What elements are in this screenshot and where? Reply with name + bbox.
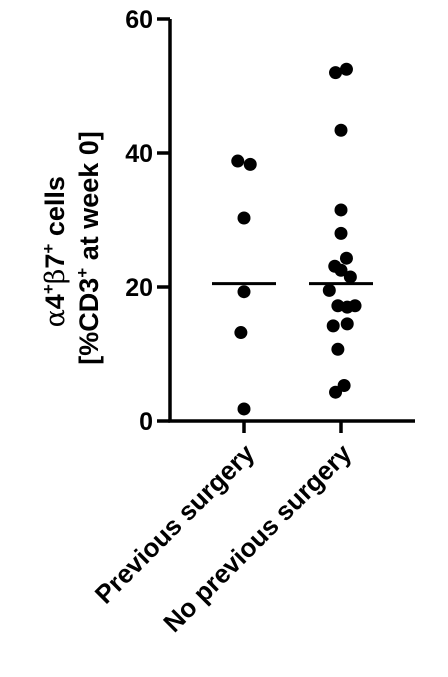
- y-axis-label-line2: [%CD3+ at week 0]: [73, 131, 104, 365]
- y-tick-label: 60: [125, 6, 153, 34]
- data-point: [329, 385, 343, 399]
- data-point: [339, 62, 353, 76]
- data-point: [334, 226, 348, 240]
- x-category-label: No previous surgery: [157, 438, 357, 638]
- y-tick-label: 20: [125, 274, 153, 302]
- data-point: [331, 342, 345, 356]
- data-point: [231, 154, 245, 168]
- y-tick-label: 40: [125, 140, 153, 168]
- data-point: [334, 203, 348, 217]
- data-point: [237, 211, 251, 225]
- y-tick-label: 0: [139, 408, 153, 436]
- data-point: [343, 270, 357, 284]
- axes: 0 20 40 60: [125, 6, 415, 436]
- data-point: [322, 283, 336, 297]
- data-points: [231, 62, 362, 416]
- data-point: [340, 317, 354, 331]
- data-point: [243, 157, 257, 171]
- data-point: [237, 402, 251, 416]
- data-point: [237, 285, 251, 299]
- data-point: [348, 299, 362, 313]
- y-axis-label: α4+β7+ cells [%CD3+ at week 0]: [39, 131, 104, 365]
- data-point: [234, 326, 248, 340]
- data-point: [334, 123, 348, 137]
- data-point: [334, 263, 348, 277]
- y-axis-label-line1: α4+β7+ cells: [39, 169, 71, 328]
- x-category-label: Previous surgery: [89, 438, 261, 610]
- data-point: [329, 66, 343, 80]
- data-point: [326, 319, 340, 333]
- data-point: [339, 251, 353, 265]
